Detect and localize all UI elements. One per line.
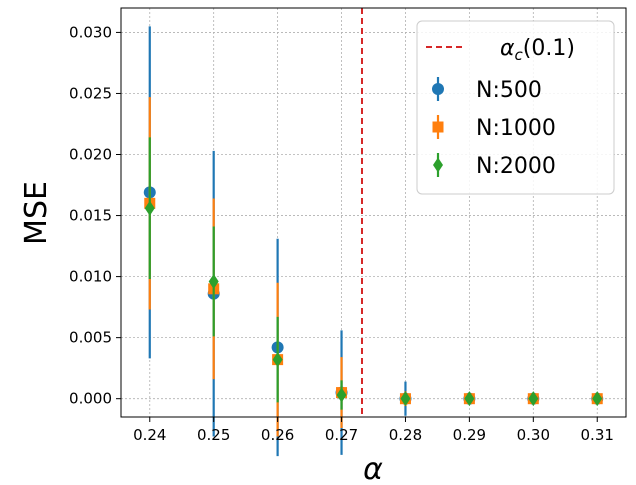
x-tick-label: 0.28 [389, 426, 422, 444]
x-tick-label: 0.30 [517, 426, 550, 444]
x-tick-label: 0.31 [581, 426, 614, 444]
legend-marker [433, 157, 443, 173]
plot-frame [120, 7, 627, 418]
y-tick-label: 0.020 [69, 146, 112, 164]
data-point [528, 391, 539, 407]
x-tick-label: 0.29 [453, 426, 486, 444]
data-point [272, 352, 283, 368]
legend-label: N:1000 [476, 116, 556, 141]
x-tick-label: 0.27 [325, 426, 358, 444]
legend-label: N:500 [476, 78, 542, 103]
legend-label-critical: αc(0.1) [500, 36, 575, 64]
legend-label: N:2000 [476, 154, 556, 179]
x-tick-label: 0.26 [261, 426, 294, 444]
series-n2000 [144, 137, 603, 410]
y-tick-label: 0.015 [69, 207, 112, 225]
data-point [400, 391, 411, 407]
axis-ticks: 0.24 0.25 0.26 0.27 0.28 0.29 0.30 0.31 0.000 0.0… [69, 23, 614, 444]
y-axis-label: MSE [19, 181, 54, 245]
legend: αc(0.1) N:500 N:1000 N:2000 [416, 20, 615, 195]
legend-marker [432, 121, 444, 133]
y-tick-label: 0.010 [69, 268, 112, 286]
y-tick-label: 0.000 [69, 390, 112, 408]
y-tick-label: 0.030 [69, 23, 112, 41]
legend-marker [432, 83, 444, 95]
data-point [144, 200, 155, 216]
y-tick-label: 0.005 [69, 329, 112, 347]
data-point [592, 391, 603, 407]
data-point [464, 391, 475, 407]
x-tick-label: 0.24 [133, 426, 166, 444]
y-tick-label: 0.025 [69, 84, 112, 102]
x-axis-label: α [363, 452, 383, 485]
legend-box [416, 20, 615, 195]
data-point [208, 273, 219, 289]
x-tick-label: 0.25 [197, 426, 230, 444]
data-point [336, 387, 347, 403]
